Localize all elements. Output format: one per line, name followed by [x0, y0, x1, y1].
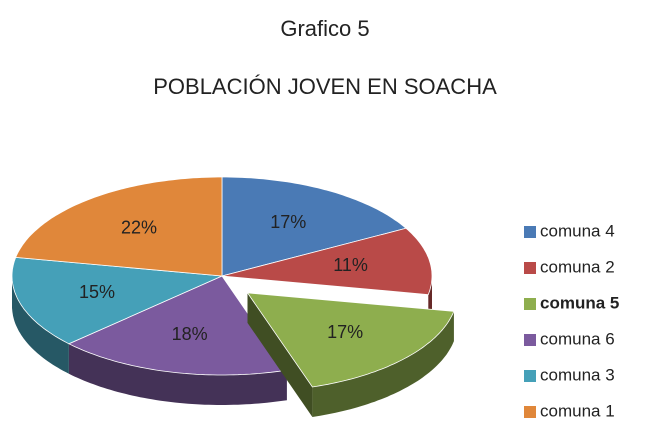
chart-title: Grafico 5: [280, 16, 369, 41]
legend-swatch: [524, 406, 536, 418]
legend-swatch: [524, 298, 536, 310]
legend-label: comuna 6: [540, 329, 615, 348]
pie-slice-side: [68, 343, 287, 405]
pie-slice-side: [12, 276, 69, 374]
legend-label: comuna 5: [540, 293, 619, 312]
pie-slice-group: 15%: [11, 256, 224, 374]
legend-label: comuna 3: [540, 365, 615, 384]
pie-slice-group: 18%: [67, 275, 288, 405]
pie-slice: [221, 176, 407, 277]
pie-slice-side: [312, 311, 454, 417]
pie-slice: [221, 227, 433, 296]
pie-slice-group: 17%: [221, 176, 407, 277]
legend-label: comuna 4: [540, 221, 615, 240]
pie-slice: [246, 292, 455, 388]
data-label: 11%: [333, 255, 368, 275]
data-label: 17%: [270, 212, 306, 232]
legend-swatch: [524, 334, 536, 346]
pie-slice: [11, 256, 224, 345]
legend-swatch: [524, 370, 536, 382]
legend-swatch: [524, 262, 536, 274]
data-label: 22%: [121, 217, 157, 237]
pie-slice-group: 17%: [246, 292, 455, 418]
pie-slice-edge: [247, 292, 313, 418]
data-label: 15%: [79, 282, 115, 302]
legend-label: comuna 1: [540, 401, 615, 420]
legend-swatch: [524, 226, 536, 238]
legend-label: comuna 2: [540, 257, 615, 276]
data-label: 17%: [327, 322, 363, 342]
data-label: 18%: [172, 324, 208, 344]
pie-slice-group: 22%: [15, 176, 223, 277]
pie-slice: [67, 275, 288, 376]
chart-subtitle: POBLACIÓN JOVEN EN SOACHA: [153, 74, 497, 99]
pie-slice: [15, 176, 223, 277]
